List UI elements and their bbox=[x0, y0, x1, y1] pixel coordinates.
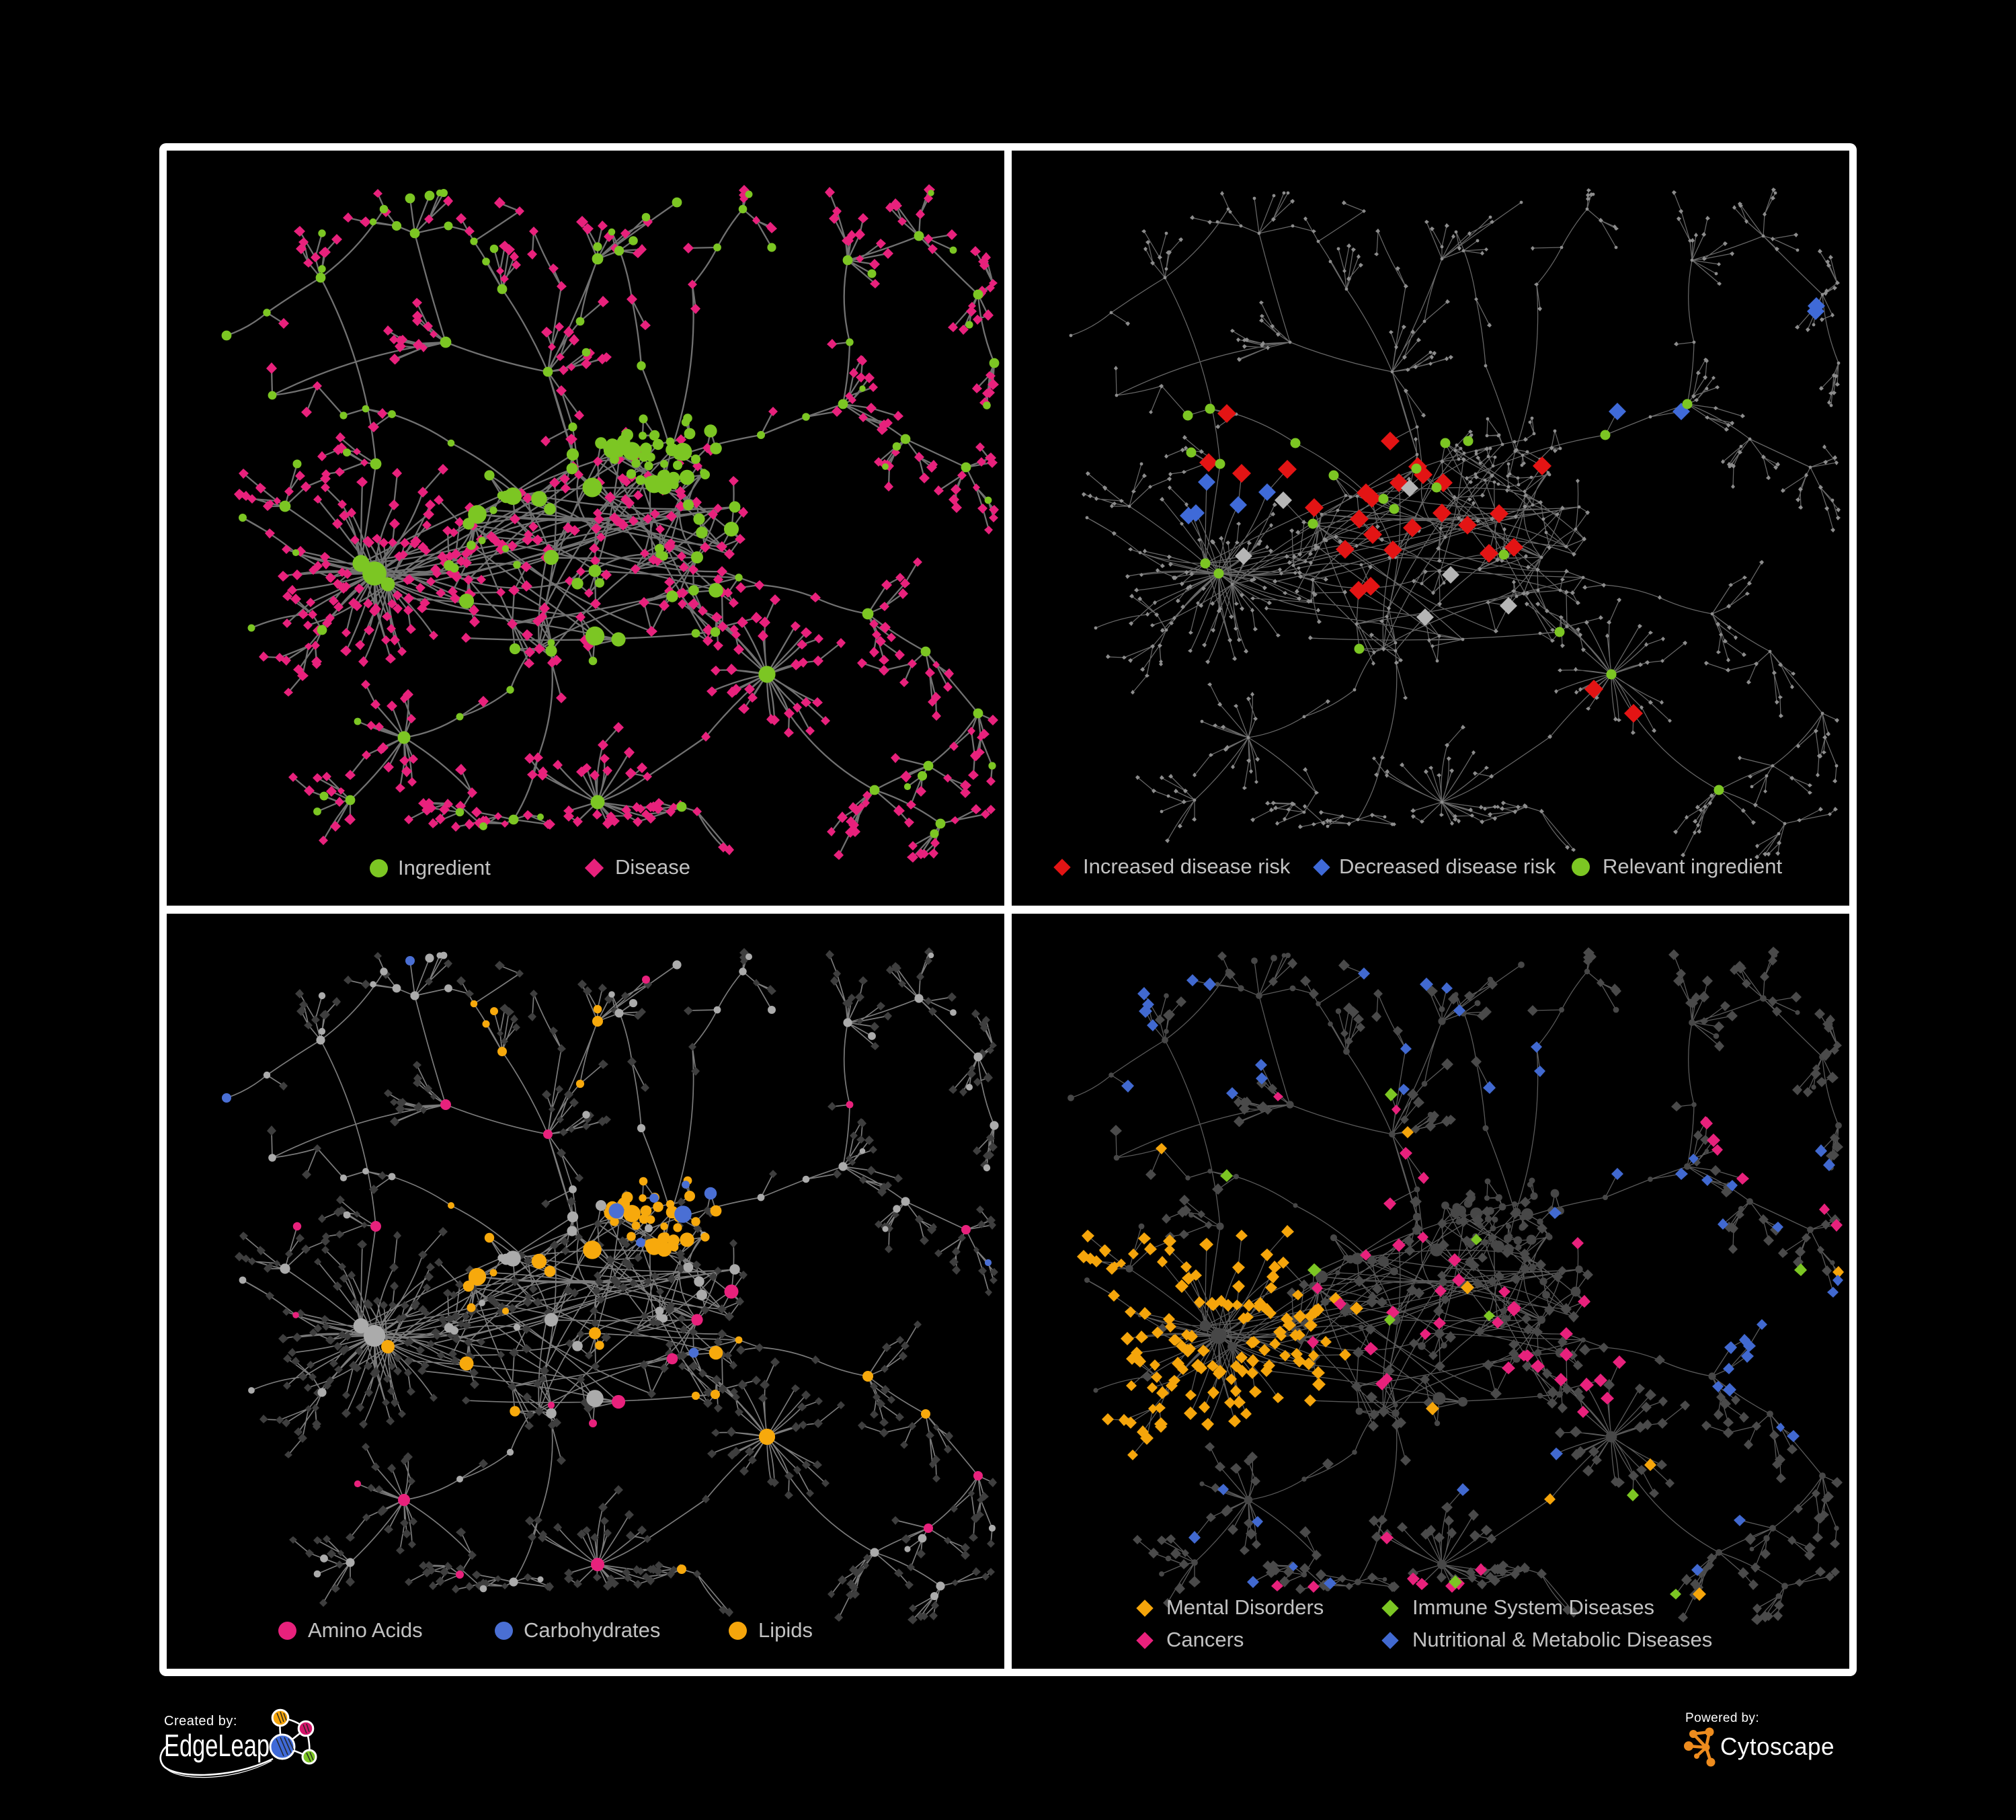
svg-text:Cytoscape: Cytoscape bbox=[1720, 1733, 1834, 1760]
svg-text:Powered by:: Powered by: bbox=[1685, 1711, 1759, 1725]
svg-text:EdgeLeap: EdgeLeap bbox=[164, 1728, 270, 1763]
svg-text:Created by:: Created by: bbox=[164, 1714, 237, 1729]
